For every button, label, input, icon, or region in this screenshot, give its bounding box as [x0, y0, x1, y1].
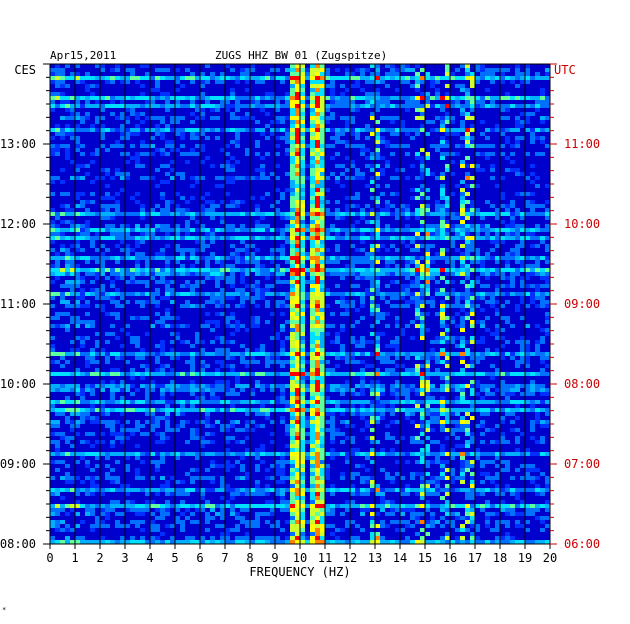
left-time-label: 10:00 [0, 377, 36, 391]
x-tick-label: 17 [468, 551, 482, 565]
footer-mark: * [2, 606, 7, 614]
left-timezone-label: CES [14, 63, 36, 77]
x-tick-label: 19 [518, 551, 532, 565]
left-time-label: 08:00 [0, 537, 36, 551]
x-axis-label: FREQUENCY (HZ) [249, 565, 350, 579]
right-time-label: 06:00 [564, 537, 600, 551]
x-tick-label: 20 [543, 551, 557, 565]
right-time-label: 07:00 [564, 457, 600, 471]
left-time-label: 12:00 [0, 217, 36, 231]
x-tick-label: 11 [318, 551, 332, 565]
station-title: ZUGS HHZ BW 01 (Zugspitze) [215, 49, 388, 62]
x-tick-label: 15 [418, 551, 432, 565]
left-time-label: 13:00 [0, 137, 36, 151]
left-time-label: 11:00 [0, 297, 36, 311]
x-tick-label: 16 [443, 551, 457, 565]
x-tick-label: 5 [171, 551, 178, 565]
x-tick-label: 14 [393, 551, 407, 565]
x-tick-label: 8 [246, 551, 253, 565]
x-tick-label: 13 [368, 551, 382, 565]
right-time-label: 11:00 [564, 137, 600, 151]
right-time-label: 10:00 [564, 217, 600, 231]
x-tick-label: 3 [121, 551, 128, 565]
left-time-label: 09:00 [0, 457, 36, 471]
x-tick-label: 9 [271, 551, 278, 565]
right-time-label: 09:00 [564, 297, 600, 311]
spectrogram-cells [50, 64, 550, 544]
x-tick-label: 4 [146, 551, 153, 565]
x-tick-label: 2 [96, 551, 103, 565]
right-time-label: 08:00 [564, 377, 600, 391]
x-tick-label: 12 [343, 551, 357, 565]
date-label: Apr15,2011 [50, 49, 117, 62]
x-tick-label: 7 [221, 551, 228, 565]
x-tick-label: 18 [493, 551, 507, 565]
x-tick-label: 6 [196, 551, 203, 565]
x-tick-label: 10 [293, 551, 307, 565]
x-tick-label: 0 [46, 551, 53, 565]
right-timezone-label: UTC [554, 63, 576, 77]
x-tick-label: 1 [71, 551, 78, 565]
